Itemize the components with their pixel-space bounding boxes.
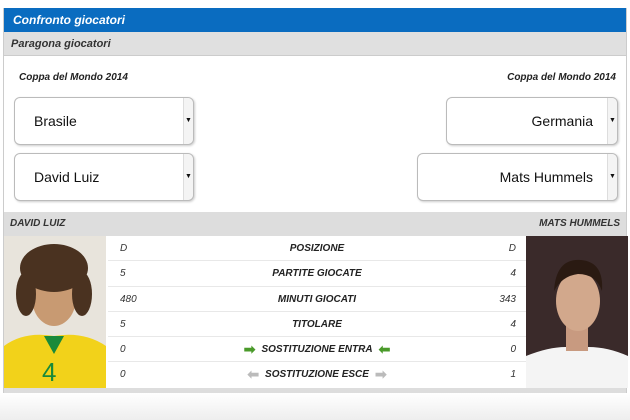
left-value: 480 — [120, 293, 137, 305]
left-team-select[interactable]: Brasile ▼ — [14, 97, 194, 145]
panel-title: Confronto giocatori — [4, 8, 626, 32]
table-row: D POSIZIONE D — [108, 236, 526, 262]
left-value: 0 — [120, 369, 126, 381]
right-team-select[interactable]: Germania ▼ — [446, 97, 618, 145]
left-player-value: David Luiz — [34, 169, 100, 185]
stat-label: SOSTITUZIONE ESCE — [265, 369, 369, 381]
player-names-bar: DAVID LUIZ MATS HUMMELS — [4, 212, 626, 236]
arrow-left-icon: ⬅ — [247, 366, 260, 383]
left-team-value: Brasile — [34, 113, 77, 129]
table-row: 5 PARTITE GIOCATE 4 — [108, 261, 526, 287]
arrow-right-icon: ➡ — [243, 341, 256, 358]
right-value: 4 — [510, 268, 516, 280]
right-value: 4 — [510, 318, 516, 330]
dropdown-arrow-icon: ▼ — [607, 98, 617, 144]
stat-label: MINUTI GIOCATI — [277, 293, 357, 305]
left-value: 5 — [120, 268, 126, 280]
stat-label: PARTITE GIOCATE — [272, 268, 362, 280]
table-row: 0 ➡ SOSTITUZIONE ENTRA ⬅ 0 — [108, 337, 526, 363]
right-player-value: Mats Hummels — [499, 169, 593, 185]
left-value: 5 — [120, 318, 126, 330]
left-value: 0 — [120, 344, 126, 356]
right-value: D — [508, 243, 516, 254]
dropdown-arrow-icon: ▼ — [607, 154, 617, 200]
stat-label: TITOLARE — [292, 318, 342, 330]
left-value: D — [120, 243, 128, 254]
left-competition: Coppa del Mondo 2014 — [19, 72, 128, 83]
right-value: 1 — [510, 369, 516, 381]
right-team-value: Germania — [531, 113, 593, 129]
player-comparison-panel: Confronto giocatori Paragona giocatori C… — [3, 8, 628, 393]
arrow-left-icon: ⬅ — [378, 341, 391, 358]
bottom-divider — [4, 388, 626, 393]
left-player-select[interactable]: David Luiz ▼ — [14, 153, 194, 201]
dropdown-arrow-icon: ▼ — [183, 98, 193, 144]
left-player-photo: 4 — [4, 236, 106, 388]
stat-label: SOSTITUZIONE ENTRA — [261, 344, 373, 356]
arrow-right-icon: ➡ — [374, 366, 387, 383]
right-player-select[interactable]: Mats Hummels ▼ — [417, 153, 618, 201]
left-player-name: DAVID LUIZ — [10, 218, 66, 229]
stats-table: D POSIZIONE D 5 PARTITE GIOCATE 4 480 MINUTI … — [108, 236, 526, 388]
svg-text:4: 4 — [42, 357, 56, 387]
table-row: 480 MINUTI GIOCATI 343 — [108, 287, 526, 312]
right-player-name: MATS HUMMELS — [539, 218, 620, 229]
table-row: 0 ⬅ SOSTITUZIONE ESCE ➡ 1 — [108, 362, 526, 387]
dropdown-arrow-icon: ▼ — [183, 154, 193, 200]
right-player-photo — [526, 236, 628, 388]
panel-subtitle: Paragona giocatori — [4, 32, 626, 56]
page-footer-shade — [0, 393, 630, 420]
stat-label: POSIZIONE — [289, 243, 345, 254]
table-row: 5 TITOLARE 4 — [108, 312, 526, 338]
right-value: 0 — [510, 344, 516, 356]
right-value: 343 — [499, 293, 516, 305]
right-competition: Coppa del Mondo 2014 — [507, 72, 616, 83]
